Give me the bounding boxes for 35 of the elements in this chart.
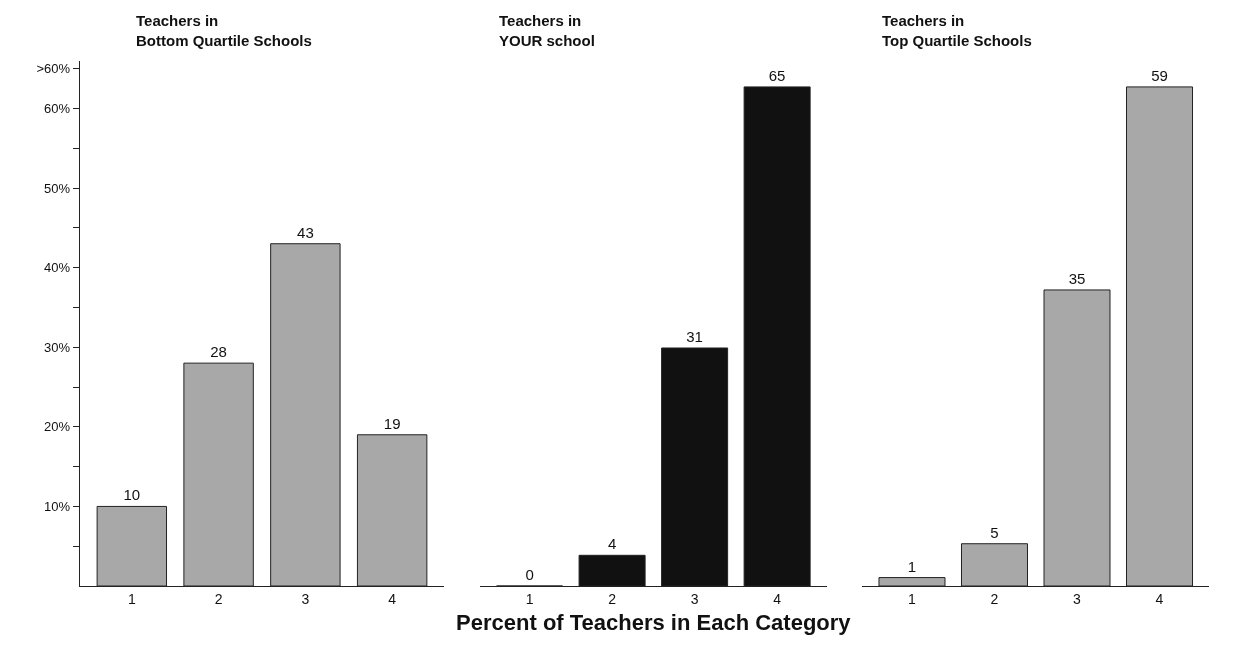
data-label: 19 [383, 414, 401, 432]
y-tick-label: >60% [36, 61, 71, 77]
data-label: 59 [1151, 66, 1168, 84]
data-label: 0 [525, 566, 534, 584]
data-label: 1 [907, 557, 917, 575]
x-tick-label: 4 [1155, 590, 1164, 607]
y-tick-label: 60% [44, 100, 71, 116]
y-tick-label: 30% [44, 339, 71, 355]
x-axis-title: Percent of Teachers in Each Category [456, 609, 852, 635]
x-tick-label: 4 [388, 590, 397, 607]
data-label: 28 [210, 343, 227, 361]
x-tick-label: 3 [690, 590, 699, 607]
x-tick-label: 3 [1073, 590, 1082, 607]
x-tick-label: 3 [301, 590, 310, 607]
x-tick-label: 4 [773, 590, 782, 607]
chart-title: Teachers in Top Quartile Schools [882, 12, 1032, 49]
data-label: 10 [123, 486, 141, 504]
data-label: 5 [990, 523, 999, 541]
x-tick-label: 1 [127, 590, 136, 607]
x-tick-label: 2 [608, 590, 617, 607]
y-tick-label: 40% [44, 260, 71, 276]
data-label: 65 [768, 66, 786, 84]
x-tick-label: 1 [525, 590, 534, 607]
y-tick-label: 20% [44, 419, 71, 435]
x-tick-label: 2 [990, 590, 999, 607]
y-tick-label: 10% [44, 498, 71, 514]
data-label: 43 [297, 223, 314, 241]
chart-title: Teachers in YOUR school [499, 12, 595, 49]
chart-title: Teachers in Bottom Quartile Schools [136, 12, 312, 49]
x-tick-label: 2 [214, 590, 223, 607]
data-label: 4 [607, 535, 617, 553]
data-label: 31 [686, 327, 703, 345]
y-tick-label: 50% [44, 180, 71, 196]
x-tick-label: 1 [908, 590, 917, 607]
data-label: 35 [1068, 269, 1086, 287]
